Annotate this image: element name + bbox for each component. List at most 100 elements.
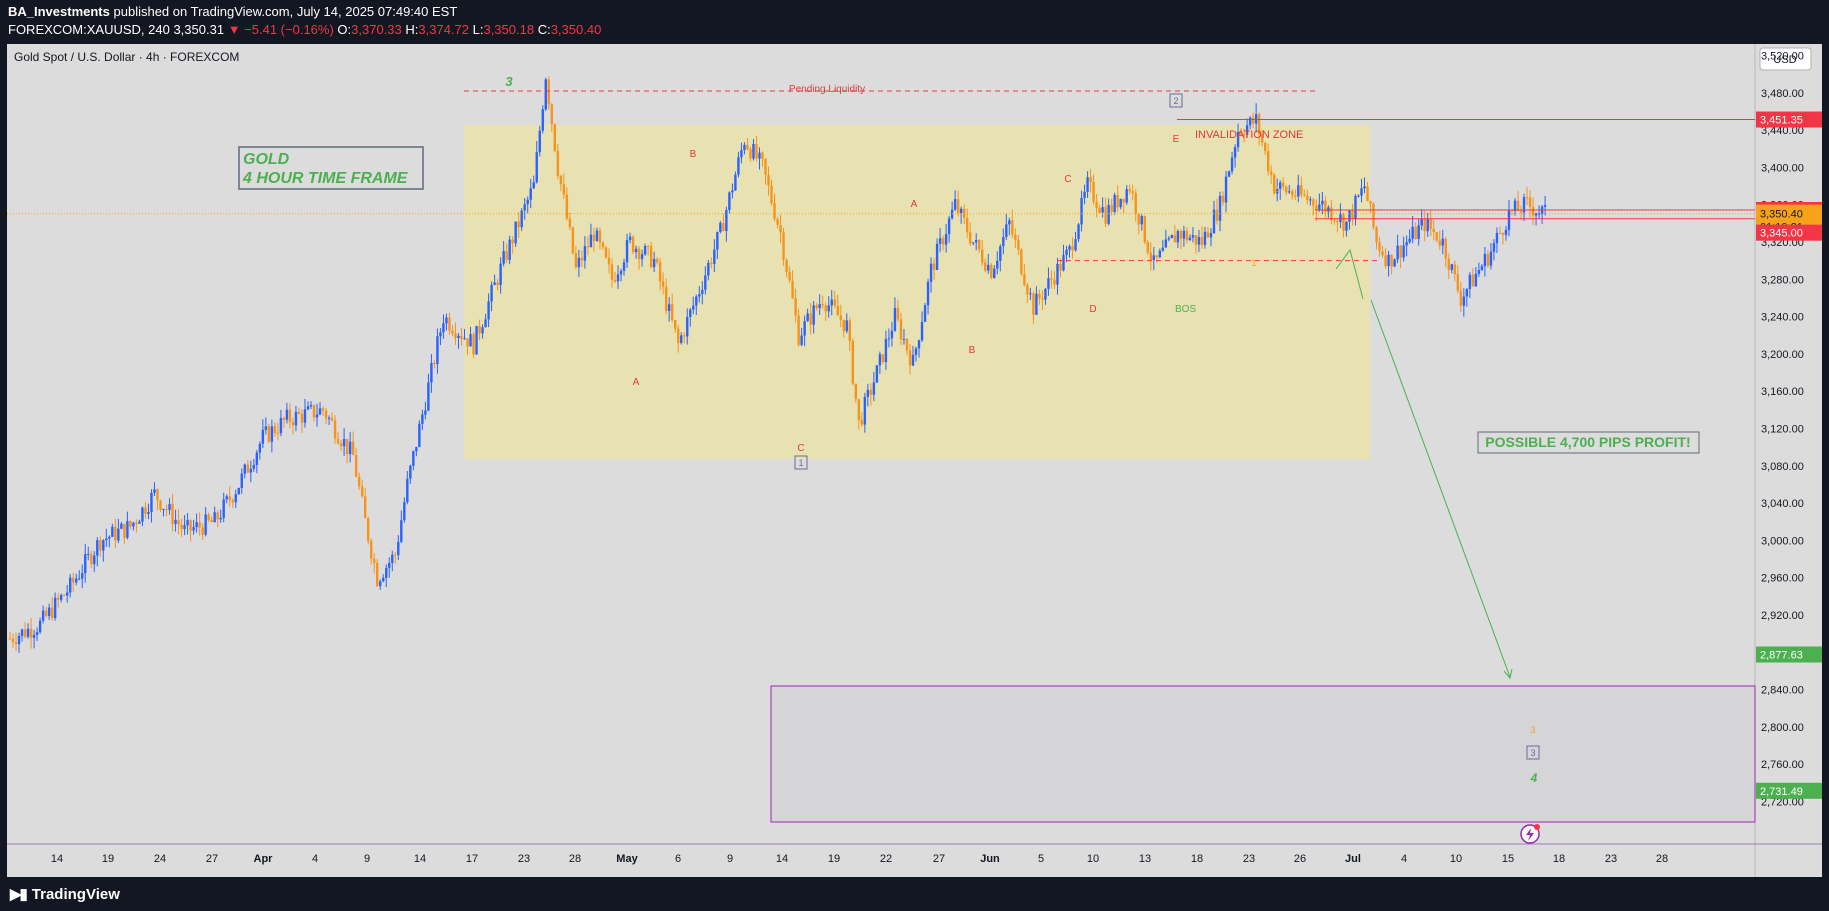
time-tick-label: Jul [1345, 853, 1361, 865]
candle-body [1420, 218, 1423, 226]
candle-body [38, 620, 42, 633]
lightning-icon[interactable] [1520, 824, 1540, 844]
candle-body [1095, 201, 1098, 209]
candle-body [1534, 213, 1538, 216]
candle-body [743, 144, 746, 151]
gold-label-box[interactable]: GOLD 4 HOUR TIME FRAME [238, 146, 424, 190]
candle-body [788, 272, 791, 281]
candle-body [1041, 298, 1044, 300]
candle-body [1309, 199, 1312, 201]
candle-body [1459, 290, 1463, 306]
candle-body [1152, 255, 1155, 260]
candle-body [704, 275, 707, 290]
candle-body [803, 321, 806, 336]
candle-body [1083, 191, 1086, 198]
candle-body [902, 338, 906, 340]
change-value: ▼ −5.41 (−0.16%) [227, 22, 334, 37]
candle-body [610, 264, 614, 280]
candle-body [249, 468, 252, 473]
candle-body [225, 496, 228, 500]
candle-body [1182, 230, 1186, 239]
candle-body [318, 408, 322, 415]
invalidation-zone-label: INVALIDATION ZONE [1195, 129, 1303, 141]
candle-body [421, 414, 424, 424]
candle-body [517, 221, 520, 228]
candle-body [1297, 185, 1300, 197]
candle-body [598, 230, 602, 243]
price-labels: 3,451.353,354.343,350.4001:10:213,345.00… [1756, 111, 1822, 799]
candle-body [487, 301, 490, 320]
candle-body [135, 522, 138, 524]
candle-body [32, 634, 36, 638]
candle-body [457, 335, 460, 338]
wave-box-3[interactable]: 3 [1526, 745, 1540, 760]
candle-body [658, 262, 662, 282]
candle-body [776, 219, 779, 225]
candle-body [914, 348, 918, 355]
candle-body [1366, 186, 1369, 202]
candle-body [1197, 237, 1201, 245]
wave-box-2[interactable]: 2 [1169, 93, 1183, 108]
target-zone-box[interactable] [770, 685, 1756, 823]
time-tick-label: 27 [933, 853, 945, 865]
candle-body [866, 389, 870, 397]
candle-body [1017, 240, 1020, 250]
candle-body [725, 209, 728, 231]
chart-frame[interactable]: GOLD 4 HOUR TIME FRAME Pending Liquidity… [7, 44, 1822, 877]
candle-body [1381, 251, 1384, 256]
candle-body [1489, 251, 1493, 266]
candle-body [105, 538, 108, 541]
candle-body [1390, 254, 1393, 267]
candle-body [1119, 198, 1122, 208]
candle-body [920, 321, 924, 341]
possible-profit-border [1477, 431, 1700, 454]
wave-box-3-label: 3 [1530, 748, 1535, 758]
consolidation-box[interactable] [464, 125, 1370, 459]
candle-body [195, 522, 198, 528]
time-tick-label: 27 [206, 853, 218, 865]
candle-body [1116, 195, 1119, 208]
price-tick-label: 2,840.00 [1761, 685, 1804, 697]
candle-body [860, 419, 864, 425]
candle-body [1471, 274, 1475, 287]
candle-body [884, 339, 888, 363]
candle-body [397, 541, 400, 556]
candle-body [279, 417, 283, 434]
tradingview-logo[interactable]: ▶▮ TradingView [10, 885, 120, 903]
candle-body [935, 243, 939, 270]
candle-body [433, 362, 436, 365]
wave-box-1[interactable]: 1 [794, 455, 808, 470]
candle-body [1062, 254, 1065, 271]
candle-body [764, 158, 767, 175]
candle-body [1101, 207, 1104, 213]
candle-body [1525, 197, 1529, 199]
candle-body [944, 234, 948, 245]
candle-body [264, 426, 268, 430]
candle-body [677, 328, 680, 343]
candle-body [1188, 237, 1192, 241]
possible-profit-label: POSSIBLE 4,700 PIPS PROFIT! [1485, 434, 1690, 450]
candle-body [324, 410, 328, 419]
candle-body [1140, 216, 1143, 225]
currency-button[interactable]: USD [1759, 47, 1812, 71]
price-tick-label: 3,280.00 [1761, 274, 1804, 286]
candle-body [460, 335, 463, 339]
candle-body [577, 257, 581, 268]
chart-svg[interactable]: GOLD 4 HOUR TIME FRAME Pending Liquidity… [7, 44, 1822, 877]
bos-label: BOS [1175, 304, 1196, 315]
candle-body [231, 500, 234, 503]
candle-body [26, 628, 30, 637]
candle-body [502, 251, 505, 264]
author-name[interactable]: BA_Investments [8, 4, 110, 19]
possible-profit-box[interactable]: POSSIBLE 4,700 PIPS PROFIT! [1477, 431, 1700, 454]
price-tick-label: 3,520.00 [1761, 51, 1804, 63]
candle-body [168, 504, 171, 510]
candle-body [1137, 213, 1140, 225]
candle-body [556, 150, 560, 176]
candle-body [1170, 235, 1174, 239]
candle-body [1005, 224, 1008, 238]
price-axis[interactable]: 2,720.002,760.002,800.002,840.002,880.00… [1761, 51, 1804, 809]
candle-body [198, 522, 201, 528]
symbol[interactable]: FOREXCOM:XAUUSD, 240 [8, 22, 170, 37]
time-axis[interactable]: 14 19 24 27 Apr 4 9 14 17 23 28 May 6 9 14 19 22 27 Jun 5 10… [51, 853, 1668, 865]
